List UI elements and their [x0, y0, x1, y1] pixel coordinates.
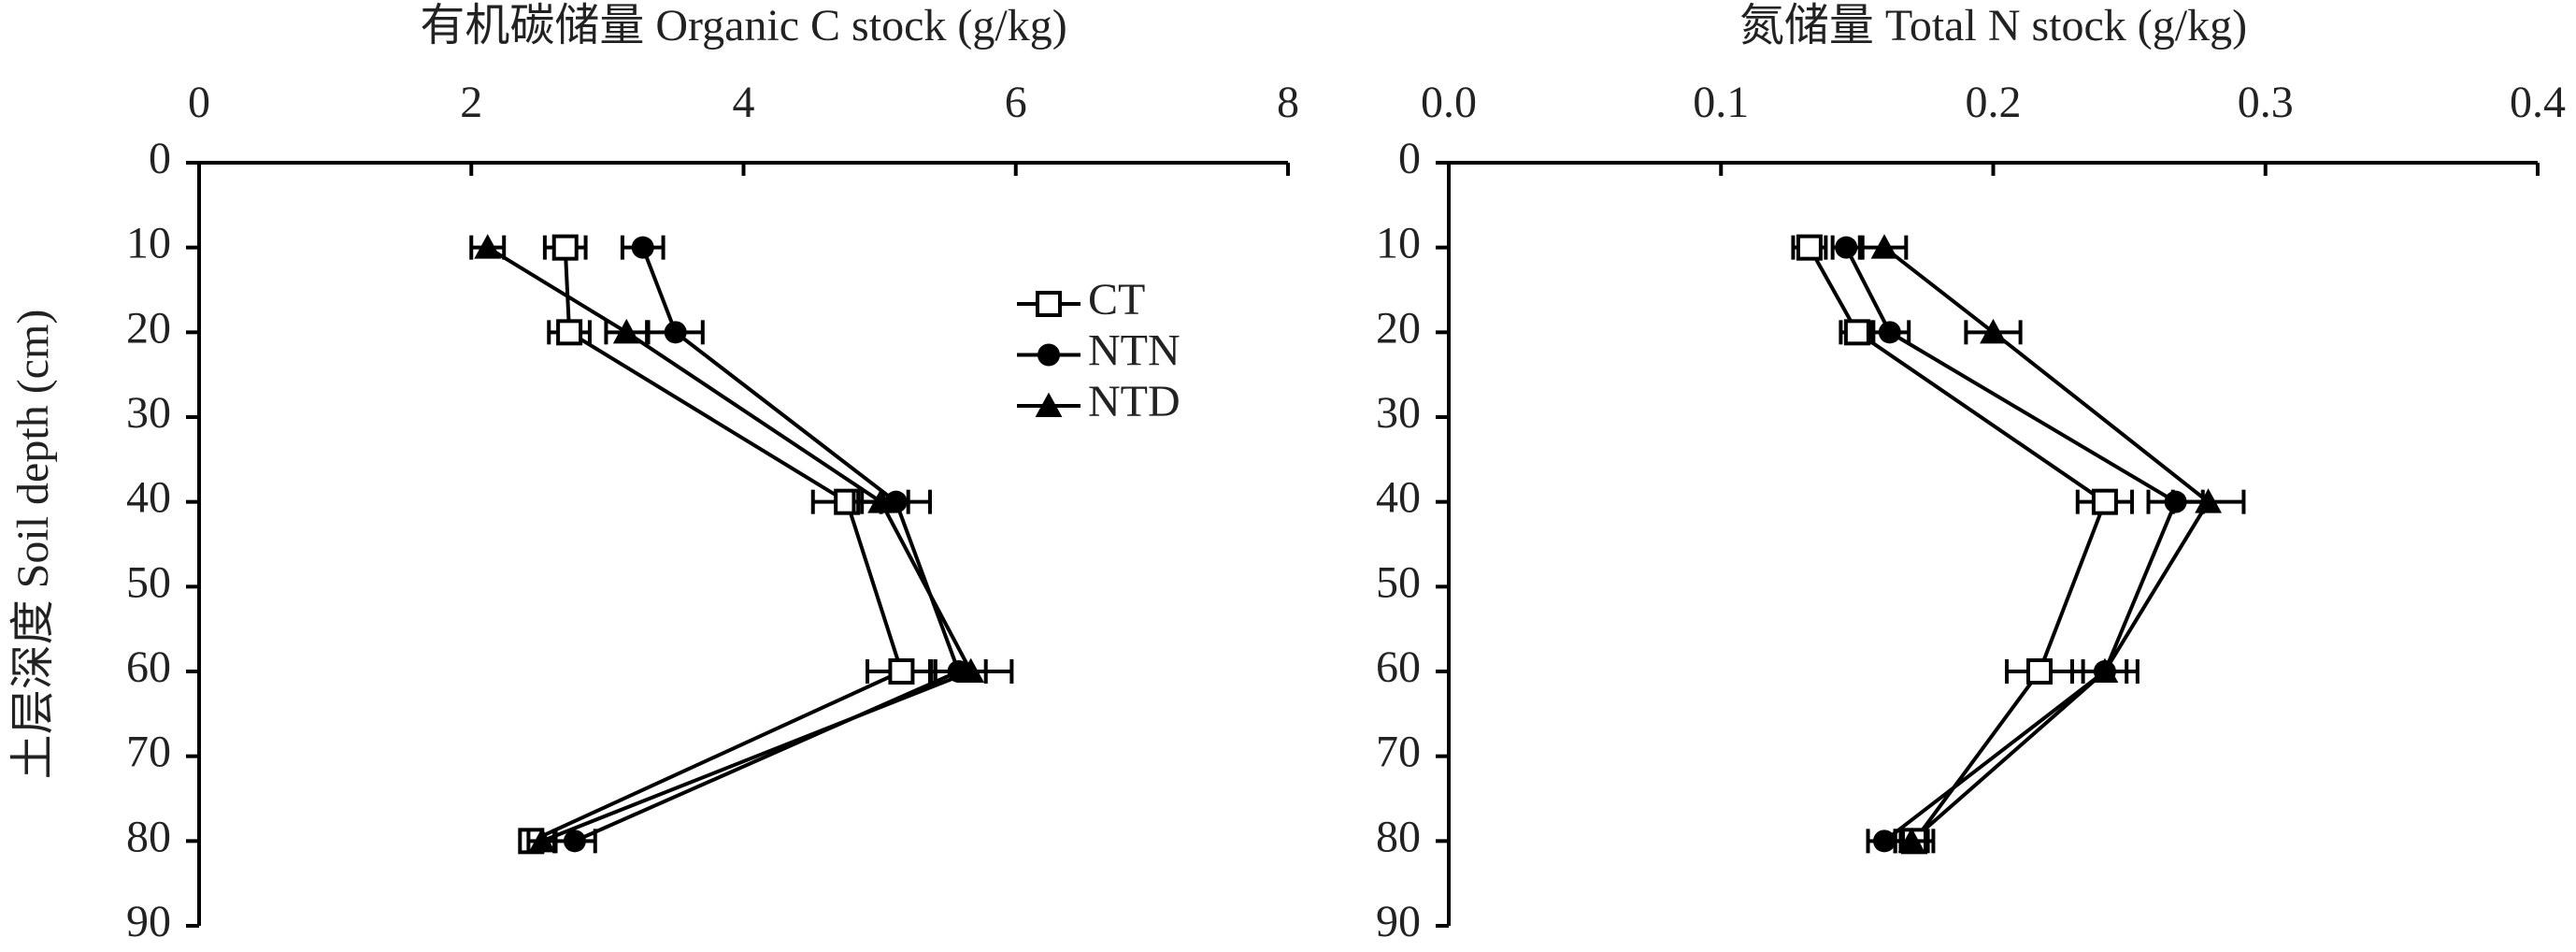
y-tick-label: 30	[1376, 388, 1421, 438]
marker	[563, 829, 586, 853]
marker	[2091, 488, 2118, 515]
y-tick-label: 60	[1376, 642, 1421, 692]
y-tick-label: 10	[126, 219, 171, 268]
x-tick-label: 0.2	[1966, 78, 2022, 127]
marker	[528, 827, 556, 853]
x-tick-label: 0.4	[2510, 78, 2566, 127]
x-tick-label: 6	[1005, 78, 1027, 127]
marker	[2091, 657, 2119, 683]
series-line	[530, 247, 904, 844]
x-tick-label: 0.3	[2238, 78, 2294, 127]
legend-label: CT	[1088, 275, 1145, 325]
x-tick-label: 0.0	[1421, 78, 1477, 127]
marker	[1870, 234, 1898, 259]
y-tick-label: 70	[126, 728, 171, 777]
marker	[957, 657, 985, 683]
y-tick-label: 10	[1376, 219, 1421, 268]
marker	[1878, 321, 1901, 344]
y-tick-label: 20	[1376, 303, 1421, 353]
marker	[867, 488, 894, 513]
marker	[2026, 658, 2054, 685]
y-tick-label: 0	[1398, 134, 1421, 183]
x-tick-label: 4	[733, 78, 755, 127]
x-tick-label: 0	[188, 78, 210, 127]
marker	[1035, 392, 1063, 417]
y-tick-label: 30	[126, 388, 171, 438]
marker	[612, 318, 640, 344]
y-tick-label: 80	[126, 812, 171, 861]
marker	[1038, 343, 1060, 367]
chart-title: 氮储量 Total N stock (g/kg)	[1739, 1, 2247, 50]
marker	[1796, 234, 1823, 261]
marker	[1835, 236, 1858, 259]
marker	[631, 236, 654, 259]
y-tick-label: 20	[126, 303, 171, 353]
marker	[2195, 488, 2222, 513]
y-tick-label: 70	[1376, 728, 1421, 777]
y-tick-label: 90	[126, 897, 171, 946]
y-axis-label: 土层深度 Soil depth (cm)	[8, 310, 58, 780]
marker	[1873, 829, 1896, 853]
marker	[664, 321, 687, 344]
chart-title: 有机碳储量 Organic C stock (g/kg)	[420, 1, 1066, 50]
legend-label: NTD	[1088, 377, 1181, 426]
y-tick-label: 0	[149, 134, 171, 183]
y-tick-label: 50	[1376, 557, 1421, 607]
x-tick-label: 0.1	[1693, 78, 1749, 127]
marker	[556, 319, 583, 346]
y-tick-label: 40	[126, 473, 171, 523]
marker	[1843, 319, 1870, 346]
marker	[888, 658, 915, 685]
marker	[1980, 318, 2007, 344]
legend-label: NTN	[1088, 326, 1181, 376]
x-tick-label: 8	[1277, 78, 1299, 127]
y-tick-label: 40	[1376, 473, 1421, 523]
y-tick-label: 60	[126, 642, 171, 692]
x-tick-label: 2	[460, 78, 482, 127]
marker	[474, 234, 502, 259]
marker	[1897, 827, 1925, 853]
y-tick-label: 90	[1376, 897, 1421, 946]
marker	[551, 234, 579, 261]
y-tick-label: 50	[126, 557, 171, 607]
y-tick-label: 80	[1376, 812, 1421, 861]
marker	[1036, 291, 1062, 317]
